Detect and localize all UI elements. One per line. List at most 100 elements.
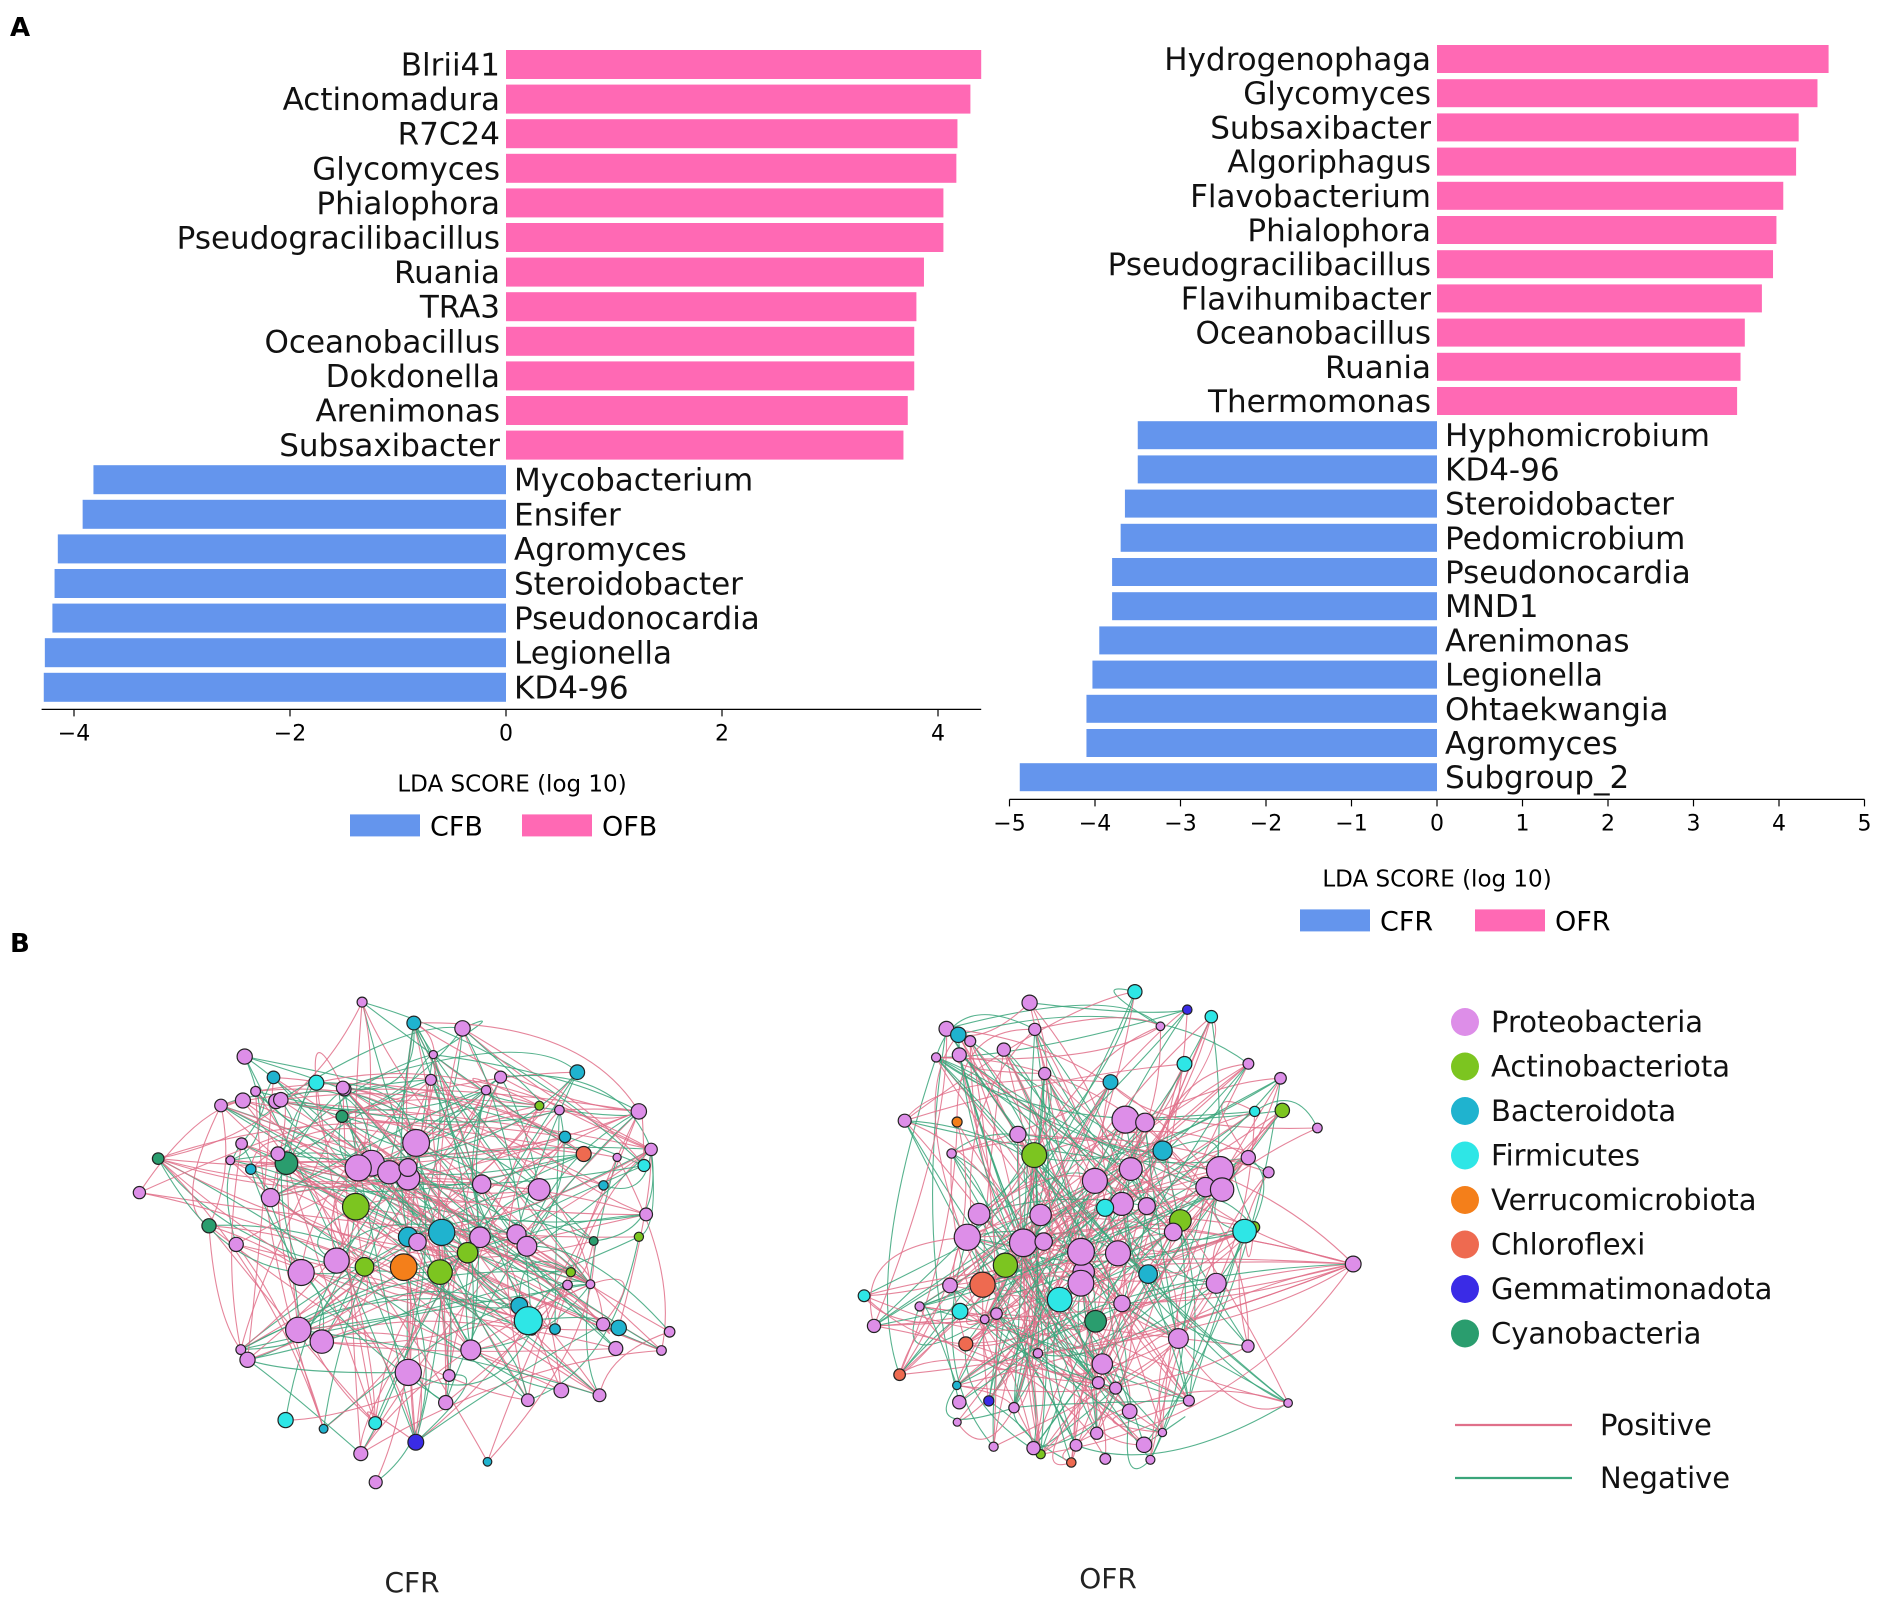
bar-arenimonas bbox=[506, 396, 908, 425]
legend-phylum-bacteroidota: Bacteroidota bbox=[1491, 1094, 1676, 1128]
bar-label-agromyces: Agromyces bbox=[514, 532, 687, 568]
positive-edge bbox=[1096, 1400, 1190, 1434]
ofr-network-node-proteobacteria bbox=[1135, 1112, 1155, 1133]
negative-edge bbox=[1040, 1063, 1249, 1455]
cfr-network-node-proteobacteria bbox=[356, 996, 368, 1008]
positive-edge bbox=[314, 1052, 344, 1088]
bar-agromyces bbox=[1086, 729, 1437, 757]
bar-label-pseudogracilibacillus: Pseudogracilibacillus bbox=[1108, 247, 1431, 283]
cfr-network-node-actinobacteriota bbox=[456, 1241, 479, 1264]
cfr-network-node-firmicutes bbox=[368, 1416, 383, 1431]
negative-edge bbox=[946, 1004, 1161, 1030]
positive-edge bbox=[138, 1099, 244, 1193]
negative-edge bbox=[285, 1089, 487, 1421]
ofr-network-node-firmicutes bbox=[951, 1302, 969, 1320]
negative-edge bbox=[1215, 1157, 1265, 1284]
negative-edge bbox=[1126, 1411, 1151, 1470]
x-tick-label: −2 bbox=[274, 721, 306, 746]
bar-agromyces bbox=[57, 534, 507, 564]
negative-edge bbox=[957, 1034, 1099, 1383]
negative-edge bbox=[932, 1028, 960, 1403]
negative-edge bbox=[899, 991, 1136, 1376]
legend-edge-positive: Positive bbox=[1600, 1408, 1712, 1442]
bar-label-kd4-96: KD4-96 bbox=[1445, 452, 1560, 488]
legend-dot-firmicutes bbox=[1451, 1141, 1479, 1170]
negative-edge bbox=[526, 1245, 671, 1333]
bar-ruania bbox=[1437, 352, 1741, 381]
positive-edge bbox=[158, 1122, 566, 1160]
cfr-network-node-proteobacteria bbox=[656, 1345, 667, 1356]
positive-edge bbox=[965, 1226, 1255, 1345]
bar-algoriphagus bbox=[1437, 147, 1797, 176]
negative-edge bbox=[433, 1054, 640, 1112]
negative-edge bbox=[958, 1015, 1249, 1065]
positive-edge bbox=[984, 1063, 1249, 1320]
negative-edge bbox=[969, 1040, 1206, 1188]
bar-label-subsaxibacter: Subsaxibacter bbox=[1210, 110, 1431, 146]
positive-edge bbox=[1052, 1363, 1103, 1466]
positive-edge bbox=[321, 1341, 616, 1352]
negative-edge bbox=[250, 1153, 584, 1193]
ofr-network-node-proteobacteria bbox=[1069, 1438, 1083, 1452]
negative-edge bbox=[413, 1022, 591, 1285]
negative-edge bbox=[996, 1313, 1077, 1446]
positive-edge bbox=[462, 1027, 645, 1166]
negative-edge bbox=[527, 1236, 640, 1401]
negative-edge bbox=[1003, 1049, 1097, 1322]
positive-edge bbox=[1034, 1017, 1161, 1030]
cfr-network-node-proteobacteria bbox=[471, 1174, 492, 1194]
x-tick-label: 2 bbox=[1601, 811, 1615, 836]
negative-edge bbox=[964, 1343, 1041, 1455]
positive-edge bbox=[229, 1159, 556, 1330]
ofr-network-node-proteobacteria bbox=[967, 1202, 991, 1226]
positive-edge bbox=[360, 1111, 640, 1454]
positive-edge bbox=[956, 1028, 1035, 1123]
ofr-network-node-firmicutes bbox=[857, 1289, 871, 1303]
cfr-network-node-proteobacteria bbox=[516, 1235, 538, 1257]
x-tick-label: 4 bbox=[931, 721, 945, 746]
bar-label-arenimonas: Arenimonas bbox=[315, 394, 500, 430]
negative-edge bbox=[361, 1001, 645, 1166]
ofr-network-node-proteobacteria bbox=[1009, 1125, 1027, 1144]
negative-edge bbox=[432, 1054, 474, 1351]
ofr-network-node-proteobacteria bbox=[1344, 1255, 1362, 1273]
negative-edge bbox=[1033, 1110, 1283, 1449]
ofr-network-node-proteobacteria bbox=[1066, 1237, 1095, 1266]
negative-edge bbox=[1149, 1150, 1187, 1461]
negative-edge bbox=[415, 1374, 467, 1443]
bar-phialophora bbox=[506, 188, 944, 218]
network-title-ofr: OFR bbox=[1079, 1562, 1137, 1595]
bar-subsaxibacter bbox=[1437, 113, 1799, 142]
bar-ruania bbox=[506, 257, 924, 287]
cfr-network-node-gemmatimonadota bbox=[407, 1433, 425, 1451]
bar-label-algoriphagus: Algoriphagus bbox=[1227, 145, 1431, 181]
negative-edge bbox=[935, 1056, 1096, 1182]
bar-hyphomicrobium bbox=[1137, 421, 1437, 450]
ofr-network-node-chloroflexi bbox=[958, 1336, 974, 1352]
negative-edge bbox=[415, 1323, 604, 1443]
negative-edge bbox=[244, 1056, 540, 1190]
negative-edge bbox=[208, 1224, 404, 1268]
negative-edge bbox=[951, 1153, 1151, 1461]
positive-edge bbox=[956, 1341, 1039, 1386]
negative-edge bbox=[342, 1022, 415, 1090]
ofr-network-node-proteobacteria bbox=[1274, 1071, 1287, 1085]
positive-edge bbox=[598, 1331, 670, 1396]
positive-edge bbox=[280, 1093, 585, 1155]
cfr-network-node-cyanobacteria bbox=[151, 1152, 165, 1165]
ofr-network-node-actinobacteriota bbox=[1274, 1102, 1291, 1119]
ofr-network-node-proteobacteria bbox=[930, 1052, 942, 1063]
positive-edge bbox=[1017, 1134, 1042, 1455]
positive-edge bbox=[1040, 1263, 1354, 1455]
ofr-network-node-proteobacteria bbox=[1104, 1240, 1132, 1267]
positive-edge bbox=[1149, 1171, 1270, 1460]
cfr-network-node-actinobacteriota bbox=[565, 1266, 577, 1278]
cfr-network-node-proteobacteria bbox=[592, 1388, 607, 1403]
positive-edge bbox=[220, 1088, 639, 1112]
positive-edge bbox=[956, 1407, 1015, 1440]
cfr-network-node-proteobacteria bbox=[612, 1152, 622, 1163]
legend-swatch-ofb bbox=[522, 814, 592, 837]
positive-edge bbox=[208, 1225, 528, 1401]
negative-edge bbox=[342, 1051, 578, 1089]
